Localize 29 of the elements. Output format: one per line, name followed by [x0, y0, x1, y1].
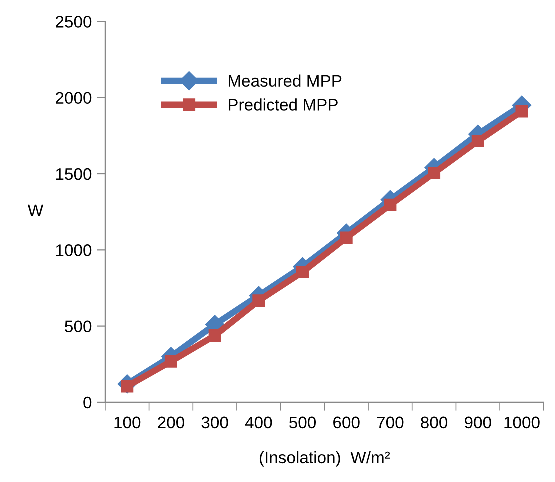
point	[428, 166, 441, 180]
x-tick-label: 500	[290, 416, 316, 429]
point	[384, 198, 397, 212]
y-tick-label: 0	[84, 396, 92, 409]
y-tick-label: 1500	[56, 168, 92, 180]
point	[516, 105, 528, 118]
point	[252, 294, 266, 308]
x-tick-label: 600	[334, 416, 360, 429]
x-tick-label: 300	[202, 416, 228, 429]
x-tick-label: 200	[158, 416, 184, 429]
legend-label: Predicted MPP	[228, 98, 338, 111]
x-tick-label: 400	[245, 416, 272, 429]
x-axis-title: (Insolation) W/m²	[260, 451, 390, 467]
legend-label: Measured MPP	[228, 74, 342, 88]
x-tick-label: 900	[465, 416, 492, 429]
point	[472, 135, 484, 148]
y-tick-label: 500	[65, 320, 92, 333]
x-tick-label: 700	[377, 416, 404, 429]
point	[340, 232, 353, 244]
y-tick-label: 2000	[56, 92, 92, 104]
y-tick-label: 2500	[56, 16, 92, 28]
point	[208, 330, 222, 342]
y-tick-label: 1000	[56, 244, 92, 256]
x-tick-label: 800	[421, 416, 448, 429]
y-axis-title: W	[28, 204, 44, 216]
point	[164, 355, 178, 368]
point	[296, 266, 310, 278]
x-tick-label: 100	[114, 416, 141, 429]
x-tick-label: 1000	[504, 416, 540, 429]
